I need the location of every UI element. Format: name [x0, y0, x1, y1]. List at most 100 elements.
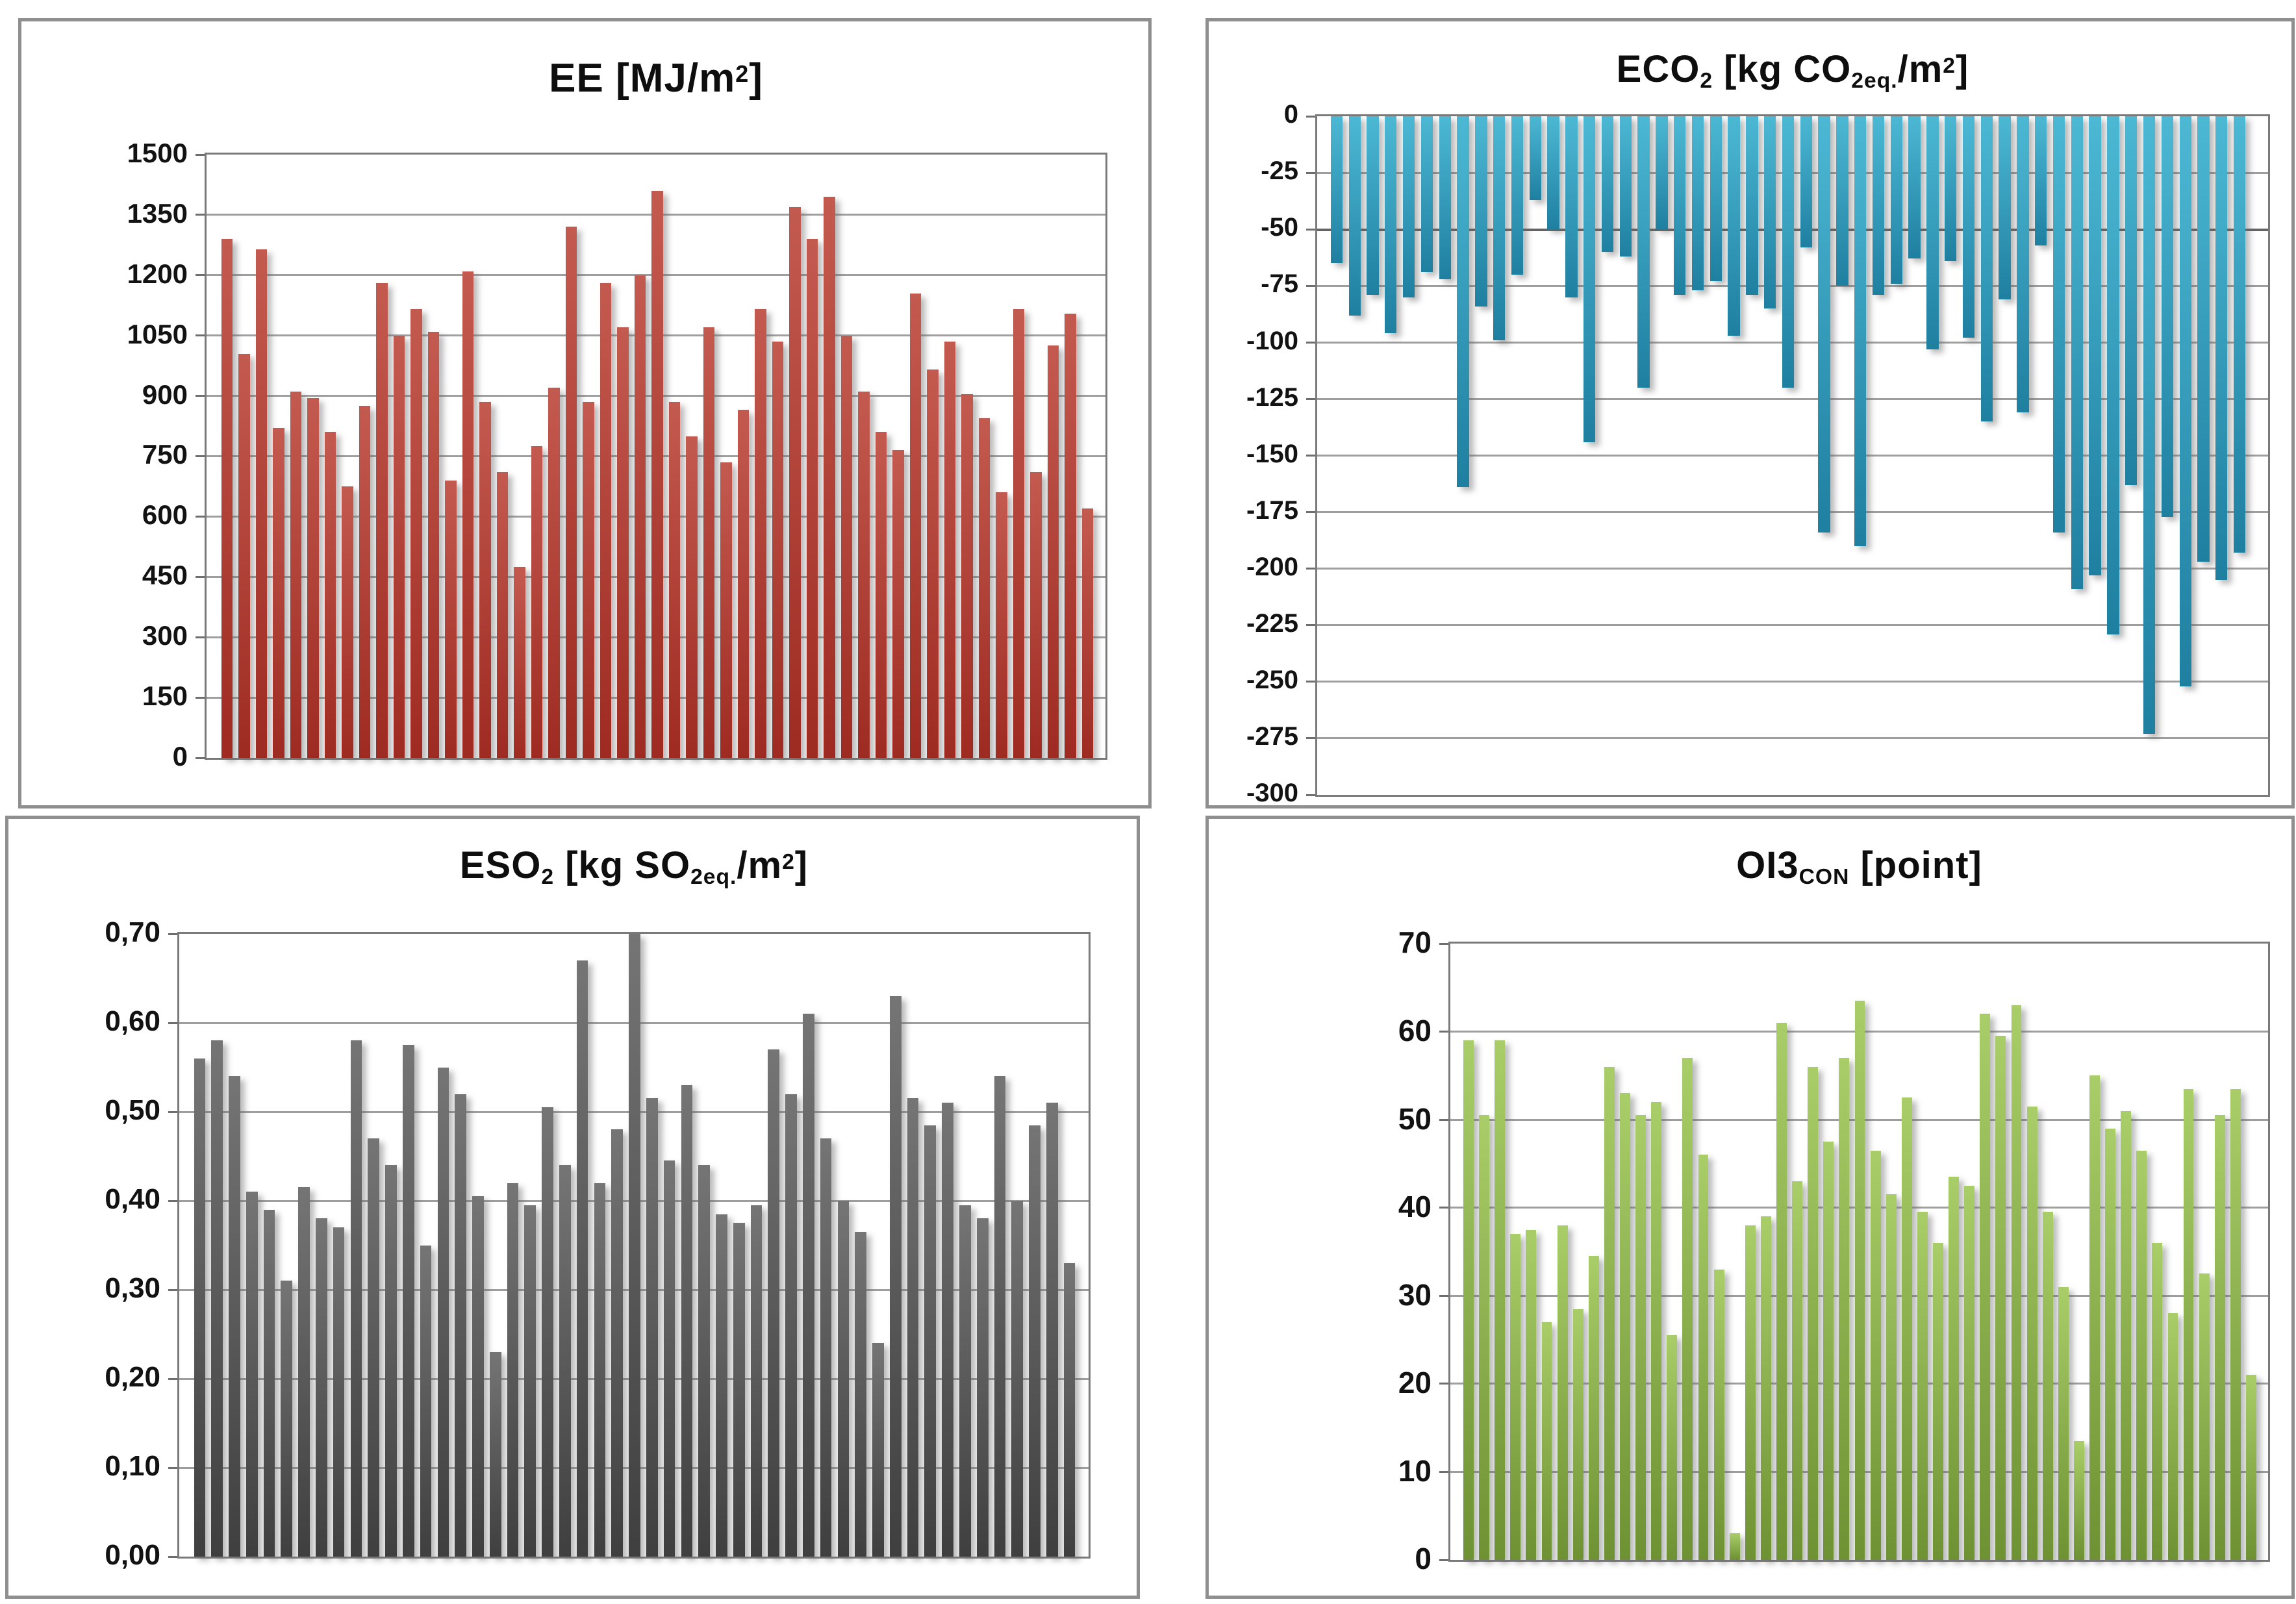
bar	[342, 486, 353, 758]
bar	[1667, 1335, 1678, 1560]
bar	[316, 1218, 327, 1557]
bar	[840, 335, 853, 758]
y-axis-tick	[1306, 397, 1315, 400]
y-axis-tick	[1439, 1470, 1448, 1473]
gridline	[1317, 568, 2268, 570]
bar	[2183, 1088, 2194, 1560]
bar	[350, 1040, 362, 1557]
title-sup-segment: 2	[782, 849, 795, 874]
bar	[785, 1094, 797, 1557]
y-axis-tick	[196, 455, 205, 457]
gridline	[1317, 397, 2268, 400]
bar	[611, 1129, 624, 1557]
y-axis-tick	[1306, 455, 1315, 457]
bar	[1674, 116, 1686, 295]
title-sub-segment: 2	[541, 865, 555, 890]
bar	[420, 1245, 432, 1557]
bar	[437, 1067, 449, 1557]
bar	[1493, 116, 1506, 340]
bar	[2197, 116, 2210, 562]
bar	[1764, 116, 1776, 309]
bar	[617, 327, 629, 758]
bar	[1572, 1309, 1583, 1560]
bar	[1886, 1194, 1897, 1560]
title-text-segment: ]	[749, 56, 763, 101]
bar	[1510, 1234, 1521, 1560]
bar	[2073, 1440, 2084, 1560]
bar	[221, 239, 233, 758]
bar	[1637, 116, 1650, 388]
bar	[1420, 116, 1433, 273]
bar	[772, 341, 784, 758]
bar	[2214, 1115, 2225, 1560]
bar	[524, 1205, 536, 1557]
bar	[720, 462, 732, 758]
bar	[1029, 1125, 1041, 1557]
plot-area-oi3	[1448, 942, 2270, 1562]
bar	[542, 1107, 553, 1557]
bar	[698, 1165, 710, 1557]
bar	[1047, 345, 1059, 758]
bar	[2199, 1273, 2210, 1560]
chart-title-ee: EE [MJ/m2]	[205, 55, 1107, 101]
y-axis-tick	[1439, 1031, 1448, 1033]
bar	[1836, 116, 1848, 286]
bar	[599, 283, 612, 758]
gridline	[1317, 737, 2268, 740]
bar	[2233, 116, 2246, 553]
y-axis-tick	[168, 1555, 177, 1558]
title-sub-segment: 2eq.	[690, 865, 737, 890]
y-axis-label: 30	[1398, 1277, 1432, 1312]
y-axis-label: -50	[1261, 213, 1298, 242]
y-axis-label: -250	[1246, 666, 1298, 695]
bar	[806, 239, 818, 758]
bar	[1949, 1177, 1960, 1560]
bar	[376, 283, 388, 758]
bar	[238, 353, 250, 758]
bar	[1385, 116, 1397, 334]
bar	[1529, 116, 1541, 200]
bar	[1367, 116, 1379, 295]
bar	[507, 1183, 519, 1557]
bar	[1065, 313, 1076, 758]
bar	[2011, 1005, 2022, 1560]
y-axis-tick	[196, 636, 205, 638]
bar	[2058, 1286, 2069, 1560]
bar	[2107, 116, 2119, 634]
bar	[368, 1138, 380, 1557]
plot-area-ee	[205, 153, 1107, 760]
bar	[2167, 1313, 2178, 1560]
y-axis-tick	[1306, 681, 1315, 683]
bar	[298, 1187, 310, 1557]
bar	[1604, 1066, 1615, 1560]
bar	[686, 436, 698, 758]
title-sup-segment: 2	[1943, 53, 1956, 78]
y-axis-tick	[1439, 1294, 1448, 1297]
bar	[976, 1218, 989, 1557]
y-axis-tick	[168, 1377, 177, 1380]
bar	[385, 1165, 397, 1557]
bar	[907, 1098, 919, 1557]
bar	[892, 450, 904, 758]
bar	[455, 1094, 466, 1557]
bar	[255, 249, 267, 758]
bar	[1698, 1155, 1709, 1560]
bar	[1620, 1093, 1630, 1560]
y-axis-tick	[168, 1110, 177, 1113]
bar	[837, 1201, 850, 1557]
title-text-segment: OI3	[1736, 844, 1799, 886]
y-axis-label: -200	[1246, 552, 1298, 581]
bar	[1475, 116, 1487, 307]
title-sub-segment: 2eq.	[1851, 69, 1898, 94]
y-axis-tick	[1306, 284, 1315, 287]
chart-title-eso2: ESO2 [kg SO2eq./m2]	[177, 844, 1091, 890]
y-axis-label: 70	[1398, 925, 1432, 960]
bar	[1926, 116, 1939, 349]
bar	[576, 960, 588, 1557]
y-axis-label: 50	[1398, 1101, 1432, 1136]
plot-area-eco2	[1315, 114, 2270, 797]
y-axis-tick	[168, 1288, 177, 1291]
bar	[1557, 1225, 1568, 1560]
bar	[1980, 1014, 1991, 1560]
bar	[479, 401, 491, 758]
